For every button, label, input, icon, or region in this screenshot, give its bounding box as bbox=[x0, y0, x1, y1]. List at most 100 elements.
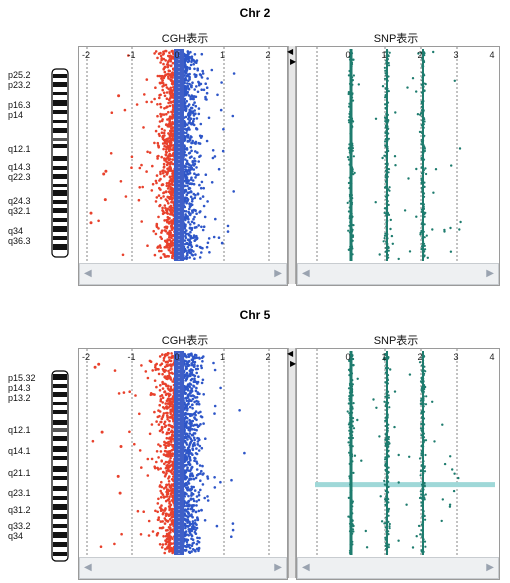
snp-data-point bbox=[349, 184, 352, 187]
snp-data-point bbox=[348, 195, 352, 198]
cgh-data-point bbox=[197, 498, 201, 502]
scroll-right-icon[interactable]: ▶ bbox=[486, 562, 494, 573]
cgh-plot-panel[interactable]: ◀ ▶ bbox=[78, 348, 288, 580]
collapse-left-icon[interactable]: ◀ bbox=[287, 349, 294, 358]
cgh-data-point bbox=[167, 444, 170, 447]
cgh-data-point bbox=[183, 239, 187, 242]
cgh-data-point bbox=[197, 224, 200, 227]
snp-data-point bbox=[349, 189, 353, 192]
scroll-left-icon[interactable]: ◀ bbox=[302, 562, 310, 573]
cgh-data-point bbox=[188, 256, 191, 259]
snp-data-point bbox=[386, 189, 389, 192]
cgh-data-point bbox=[186, 466, 189, 469]
snp-data-point bbox=[384, 232, 387, 235]
scroll-right-icon[interactable]: ▶ bbox=[486, 268, 494, 279]
snp-data-point bbox=[350, 403, 353, 406]
cgh-data-point bbox=[163, 353, 167, 357]
snp-data-point bbox=[383, 400, 386, 403]
cgh-data-point bbox=[166, 155, 170, 159]
cgh-data-point bbox=[167, 384, 170, 388]
cgh-outlier-point bbox=[89, 221, 93, 225]
snp-plot-panel[interactable]: ◀ ▶ bbox=[296, 348, 500, 580]
cgh-data-point bbox=[186, 172, 189, 176]
cgh-data-point bbox=[199, 197, 202, 200]
cgh-data-point bbox=[183, 124, 187, 128]
cgh-data-point bbox=[243, 451, 246, 455]
snp-data-point bbox=[422, 432, 425, 435]
cgh-data-point bbox=[162, 147, 165, 151]
cgh-data-point bbox=[219, 480, 222, 484]
cgh-data-point bbox=[193, 363, 196, 366]
cgh-plot-panel[interactable]: ◀ ▶ bbox=[78, 46, 288, 286]
snp-data-point bbox=[420, 501, 423, 504]
scroll-left-icon[interactable]: ◀ bbox=[84, 268, 92, 279]
cgh-data-point bbox=[163, 107, 166, 110]
cgh-data-point bbox=[192, 436, 196, 440]
snp-data-point bbox=[422, 423, 425, 426]
panel-splitter[interactable]: ◀ ▶ bbox=[287, 348, 297, 578]
cgh-data-point bbox=[165, 471, 168, 475]
collapse-right-icon[interactable]: ▶ bbox=[290, 359, 297, 368]
horizontal-scrollbar[interactable]: ◀ ▶ bbox=[297, 263, 499, 285]
cgh-data-point bbox=[212, 235, 216, 239]
cgh-data-point bbox=[192, 217, 195, 221]
cgh-data-point bbox=[188, 422, 191, 425]
scroll-left-icon[interactable]: ◀ bbox=[302, 268, 310, 279]
cgh-data-point bbox=[201, 72, 205, 75]
snp-data-point bbox=[349, 53, 352, 56]
cgh-data-point bbox=[184, 367, 188, 371]
cgh-data-point bbox=[187, 166, 191, 169]
cgh-data-point bbox=[151, 182, 155, 186]
collapse-left-icon[interactable]: ◀ bbox=[287, 47, 294, 56]
cgh-data-point bbox=[169, 95, 173, 99]
cgh-data-point bbox=[164, 123, 168, 126]
band-label: p25.2 bbox=[8, 70, 31, 80]
cgh-data-point bbox=[187, 220, 190, 224]
snp-data-point bbox=[385, 156, 388, 159]
cgh-data-point bbox=[196, 518, 200, 522]
cgh-data-point bbox=[190, 245, 194, 248]
cgh-data-point bbox=[154, 50, 158, 53]
cgh-data-point bbox=[165, 454, 168, 458]
cgh-data-point bbox=[192, 221, 196, 225]
scroll-right-icon[interactable]: ▶ bbox=[274, 268, 282, 279]
cgh-data-point bbox=[171, 144, 175, 147]
cgh-data-point bbox=[189, 241, 193, 244]
ideogram-band bbox=[53, 486, 67, 491]
snp-data-point bbox=[385, 460, 388, 464]
cgh-data-point bbox=[161, 171, 165, 175]
cgh-data-point bbox=[167, 374, 171, 377]
cgh-data-point bbox=[200, 88, 203, 91]
cgh-data-point bbox=[194, 457, 197, 460]
scroll-right-icon[interactable]: ▶ bbox=[274, 562, 282, 573]
snp-scatter-point bbox=[457, 476, 460, 480]
band-label: q12.1 bbox=[8, 144, 31, 154]
cgh-data-point bbox=[185, 449, 189, 453]
collapse-right-icon[interactable]: ▶ bbox=[290, 57, 297, 66]
snp-scatter-point bbox=[431, 228, 434, 231]
cgh-data-point bbox=[170, 219, 173, 222]
panel-splitter[interactable]: ◀ ▶ bbox=[287, 46, 297, 284]
snp-scatter-point bbox=[356, 377, 359, 380]
snp-data-point bbox=[350, 80, 353, 83]
cgh-data-point bbox=[169, 101, 173, 104]
cgh-data-point bbox=[167, 392, 170, 396]
ideogram-band bbox=[53, 156, 67, 161]
snp-scatter-plot bbox=[315, 349, 495, 557]
cgh-data-point bbox=[169, 192, 172, 195]
horizontal-scrollbar[interactable]: ◀ ▶ bbox=[297, 557, 499, 579]
horizontal-scrollbar[interactable]: ◀ ▶ bbox=[79, 263, 287, 285]
snp-data-point bbox=[419, 399, 423, 402]
cgh-data-point bbox=[188, 205, 192, 209]
cgh-data-point bbox=[196, 382, 199, 385]
cgh-data-point bbox=[195, 371, 198, 375]
scroll-left-icon[interactable]: ◀ bbox=[84, 562, 92, 573]
cgh-data-point bbox=[168, 508, 171, 512]
snp-plot-panel[interactable]: ◀ ▶ bbox=[296, 46, 500, 286]
cgh-data-point bbox=[168, 58, 171, 61]
cgh-data-point bbox=[97, 219, 100, 223]
snp-data-point bbox=[423, 255, 426, 258]
snp-data-point bbox=[348, 374, 351, 377]
snp-data-point bbox=[421, 236, 424, 239]
horizontal-scrollbar[interactable]: ◀ ▶ bbox=[79, 557, 287, 579]
